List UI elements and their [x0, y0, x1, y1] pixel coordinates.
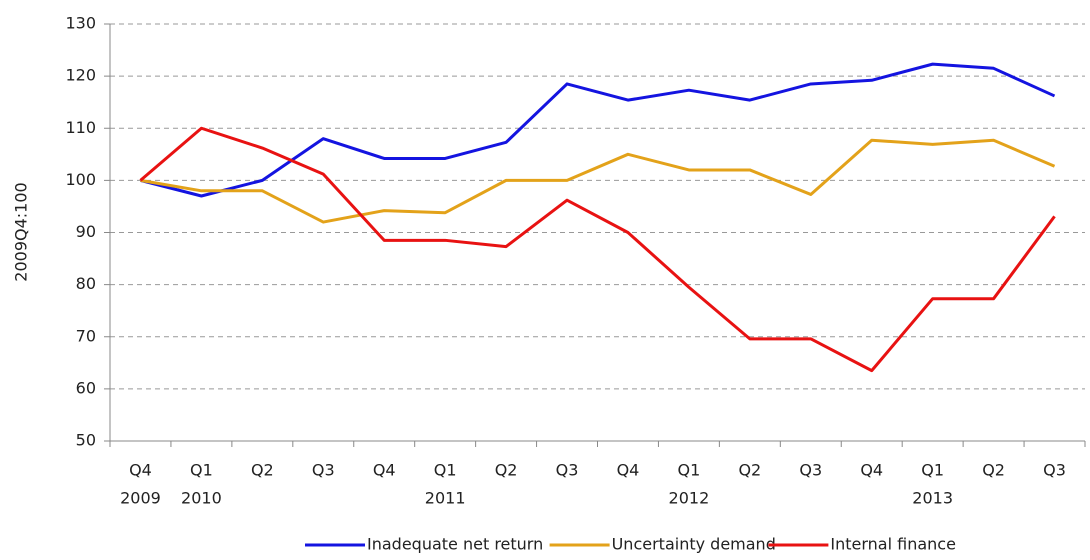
- y-tick-label: 80: [76, 274, 96, 293]
- x-tick-label: Q4: [129, 461, 152, 480]
- series-line: [139, 126, 1056, 373]
- x-year-label: 2011: [425, 489, 466, 508]
- y-tick-label: 120: [65, 66, 96, 85]
- y-tick-label: 90: [76, 222, 96, 241]
- x-tick-label: Q3: [799, 461, 822, 480]
- x-tick-label: Q2: [251, 461, 274, 480]
- x-tick-label: Q2: [982, 461, 1005, 480]
- x-year-label: 2009: [120, 489, 161, 508]
- x-year-label: 2010: [181, 489, 222, 508]
- x-tick-label: Q3: [312, 461, 335, 480]
- y-tick-label: 50: [76, 431, 96, 450]
- x-tick-label: Q4: [373, 461, 396, 480]
- series-line: [140, 62, 1056, 198]
- x-year-label: 2013: [912, 489, 953, 508]
- y-axis-label: 2009Q4:100: [12, 182, 31, 281]
- y-tick-label: 60: [76, 378, 96, 397]
- y-tick-label: 100: [65, 170, 96, 189]
- x-tick-label: Q4: [617, 461, 640, 480]
- y-tick-label: 130: [65, 14, 96, 33]
- x-tick-label: Q1: [190, 461, 213, 480]
- legend-label: Internal finance: [830, 535, 956, 554]
- x-tick-label: Q3: [556, 461, 579, 480]
- x-tick-label: Q1: [678, 461, 701, 480]
- legend-label: Inadequate net return: [367, 535, 543, 554]
- x-year-label: 2012: [669, 489, 710, 508]
- x-tick-label: Q1: [434, 461, 457, 480]
- series-line: [140, 138, 1056, 224]
- x-tick-label: Q1: [921, 461, 944, 480]
- x-tick-label: Q2: [738, 461, 761, 480]
- x-tick-label: Q4: [860, 461, 883, 480]
- x-tick-label: Q3: [1043, 461, 1066, 480]
- legend-label: Uncertainty demand: [612, 535, 776, 554]
- x-tick-label: Q2: [495, 461, 518, 480]
- y-tick-label: 70: [76, 326, 96, 345]
- y-tick-label: 110: [65, 118, 96, 137]
